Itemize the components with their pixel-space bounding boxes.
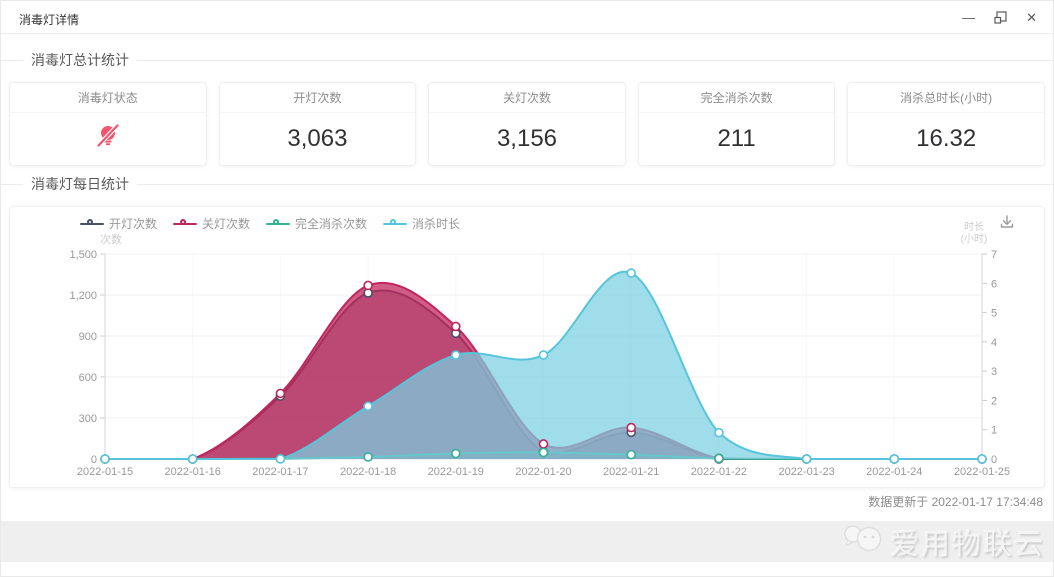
stat-card-label: 消毒灯状态 xyxy=(10,83,206,113)
section-total-stats: 消毒灯总计统计 xyxy=(1,49,1053,71)
stat-card-value: 211 xyxy=(717,125,756,152)
svg-text:2022-01-19: 2022-01-19 xyxy=(428,466,484,478)
legend-marker xyxy=(173,218,198,228)
legend-marker xyxy=(266,218,291,228)
watermark-text: 爱用物联云 xyxy=(889,528,1045,561)
svg-text:时长: 时长 xyxy=(964,221,984,233)
title-bar[interactable]: 消毒灯详情 — ✕ xyxy=(1,1,1053,34)
stat-card-status: 消毒灯状态 xyxy=(9,82,207,166)
minimize-icon[interactable]: — xyxy=(962,10,976,25)
svg-text:600: 600 xyxy=(79,372,97,384)
svg-text:0: 0 xyxy=(91,454,97,466)
stat-card-label: 关灯次数 xyxy=(429,83,625,113)
svg-text:2022-01-16: 2022-01-16 xyxy=(165,466,221,478)
svg-text:(小时): (小时) xyxy=(961,233,988,245)
svg-text:2022-01-24: 2022-01-24 xyxy=(866,466,922,478)
svg-text:2022-01-15: 2022-01-15 xyxy=(77,466,133,478)
legend-label: 关灯次数 xyxy=(202,217,251,231)
svg-text:1: 1 xyxy=(991,425,997,437)
stat-card-on-count: 开灯次数 3,063 xyxy=(218,82,417,166)
legend-marker xyxy=(80,218,104,228)
stat-card-value: 3,063 xyxy=(287,125,348,152)
divider-line xyxy=(1,184,1053,185)
close-icon[interactable]: ✕ xyxy=(1026,10,1037,25)
legend-item-on-count[interactable]: 开灯次数 xyxy=(80,215,157,232)
watermark: 爱用物联云 xyxy=(842,521,1045,562)
svg-text:2022-01-21: 2022-01-21 xyxy=(603,466,659,478)
stat-card-full-disinfect-count: 完全消杀次数 211 xyxy=(637,82,836,166)
svg-text:6: 6 xyxy=(991,278,997,290)
svg-text:2022-01-20: 2022-01-20 xyxy=(515,466,571,478)
legend-label: 消杀时长 xyxy=(412,217,461,231)
svg-text:900: 900 xyxy=(79,331,97,343)
window-controls: — ✕ xyxy=(962,1,1037,34)
divider-line xyxy=(1,60,1053,61)
legend-marker xyxy=(383,218,408,228)
svg-text:4: 4 xyxy=(991,337,997,349)
svg-text:7: 7 xyxy=(991,249,997,261)
legend-item-off-count[interactable]: 关灯次数 xyxy=(173,215,250,232)
svg-text:2: 2 xyxy=(991,395,997,407)
stat-card-value: 3,156 xyxy=(496,125,558,152)
stat-card-duration: 消杀总时长(小时) 16.32 xyxy=(847,82,1045,166)
fullscreen-icon[interactable] xyxy=(994,11,1007,24)
stat-card-label: 开灯次数 xyxy=(219,83,416,113)
window-title: 消毒灯详情 xyxy=(19,13,80,27)
svg-text:2022-01-25: 2022-01-25 xyxy=(954,466,1010,478)
stat-card-value: 16.32 xyxy=(916,125,977,152)
daily-chart-canvas[interactable]: 1,500 1,200 900 600 300 0 7 6 5 4 3 2 1 0 次数 时长(小时) 2022… xyxy=(10,207,1046,487)
stat-card-off-count: 关灯次数 3,156 xyxy=(428,82,626,166)
svg-text:300: 300 xyxy=(79,413,97,425)
section-title-total: 消毒灯总计统计 xyxy=(23,50,137,70)
section-title-daily: 消毒灯每日统计 xyxy=(23,174,137,194)
svg-text:2022-01-22: 2022-01-22 xyxy=(691,466,747,478)
stat-card-value xyxy=(10,113,206,165)
watermark-logo-icon xyxy=(842,521,886,562)
svg-text:5: 5 xyxy=(991,308,997,320)
svg-text:次数: 次数 xyxy=(100,232,122,246)
legend-label: 开灯次数 xyxy=(109,217,158,231)
svg-text:2022-01-23: 2022-01-23 xyxy=(778,466,834,478)
legend-item-duration[interactable]: 消杀时长 xyxy=(383,215,460,232)
section-daily-stats: 消毒灯每日统计 xyxy=(1,173,1053,195)
legend-item-full-disinfect[interactable]: 完全消杀次数 xyxy=(266,215,367,232)
svg-text:2022-01-17: 2022-01-17 xyxy=(252,466,308,478)
svg-text:1,200: 1,200 xyxy=(69,290,97,302)
svg-text:1,500: 1,500 xyxy=(69,249,97,261)
legend-label: 完全消杀次数 xyxy=(295,217,368,231)
download-icon[interactable] xyxy=(998,213,1018,233)
stat-card-label: 完全消杀次数 xyxy=(638,83,835,113)
lamp-off-icon xyxy=(94,122,122,157)
daily-chart-card: 开灯次数 关灯次数 完全消杀次数 消杀时长 1,500 1,200 900 600 30… xyxy=(9,206,1045,488)
svg-text:3: 3 xyxy=(991,366,997,378)
data-updated-text: 数据更新于 2022-01-17 17:34:48 xyxy=(868,495,1043,509)
footer-strip: 爱用物联云 xyxy=(1,521,1053,562)
svg-text:2022-01-18: 2022-01-18 xyxy=(340,466,396,478)
stat-cards-row: 消毒灯状态 开灯次数 3,063 关灯次数 3,156 xyxy=(9,82,1045,166)
svg-text:0: 0 xyxy=(991,454,997,466)
stat-card-label: 消杀总时长(小时) xyxy=(848,83,1044,113)
chart-legend: 开灯次数 关灯次数 完全消杀次数 消杀时长 xyxy=(80,215,460,232)
